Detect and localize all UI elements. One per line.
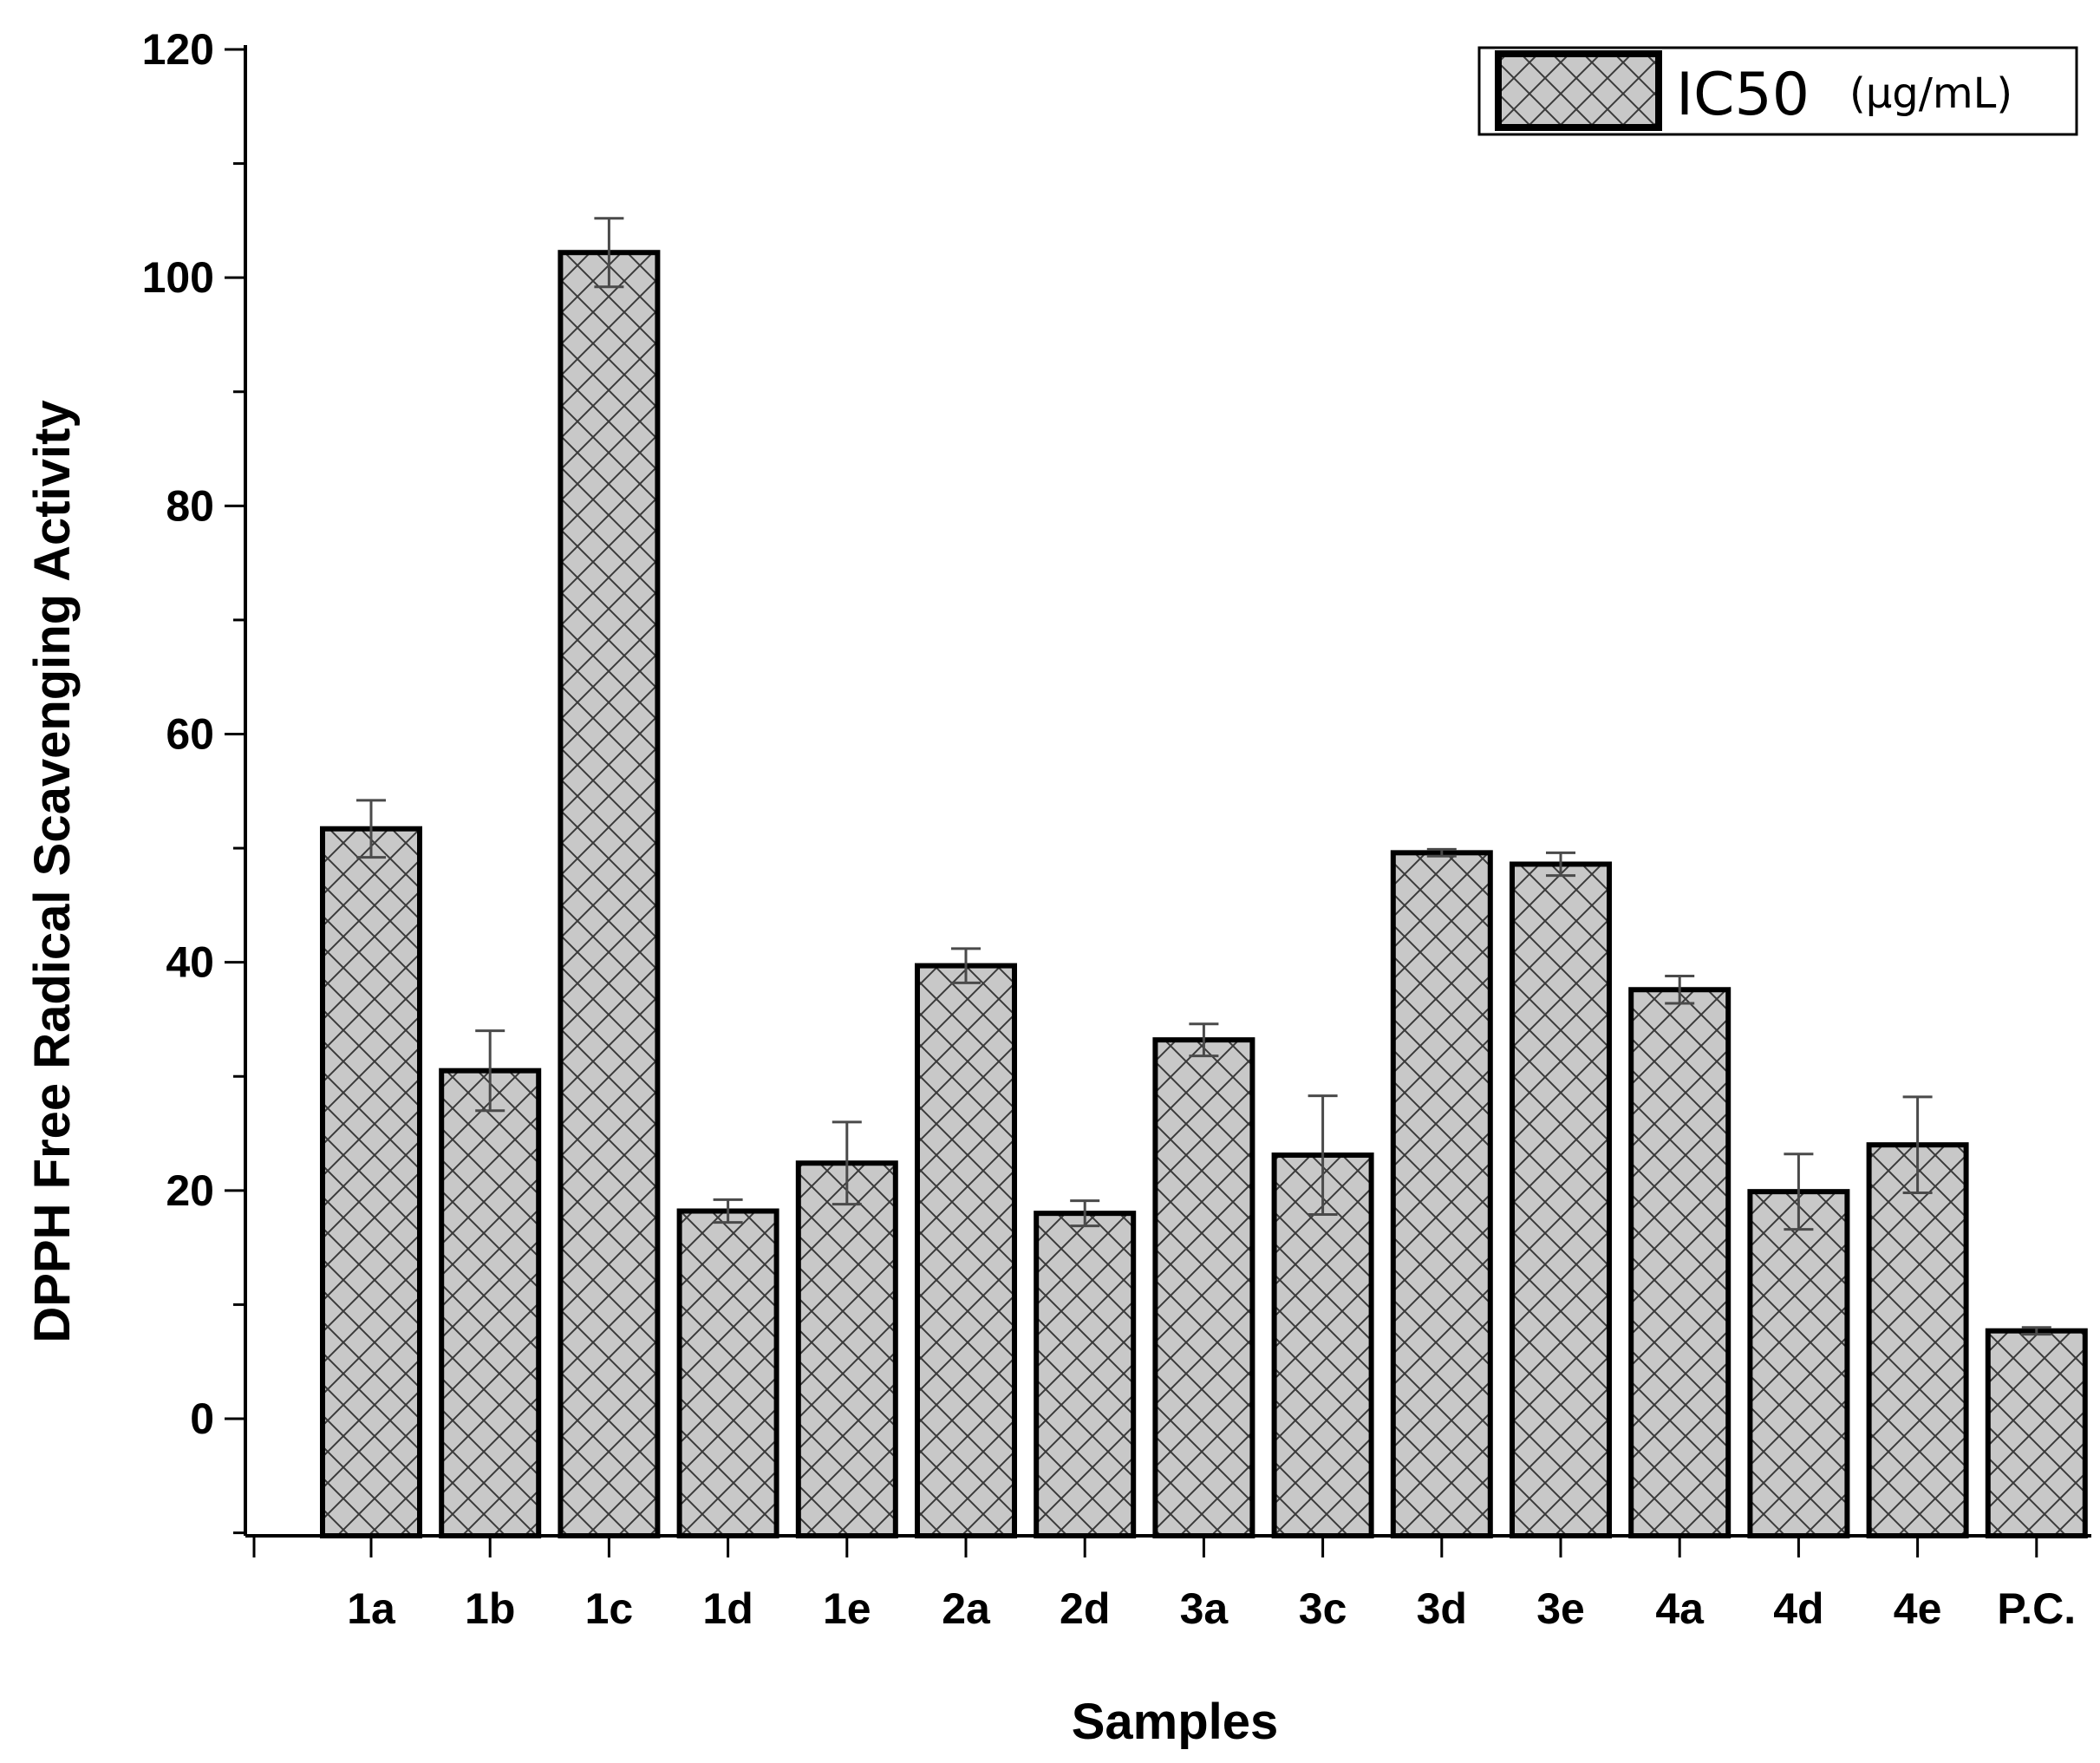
x-tick-label: 1a (347, 1584, 396, 1633)
x-tick-label: 3e (1536, 1584, 1585, 1633)
legend-unit: (μg/mL) (1849, 69, 2012, 118)
x-axis: 1a 1b 1c 1d 1e 2a 2d 3a 3c 3d 3e 4a 4d 4e P.C. (245, 1534, 2091, 1633)
legend-swatch (1495, 50, 1662, 131)
x-axis-title: Samples (1072, 1694, 1279, 1750)
y-axis-title: DPPH Free Radical Scavenging Activity (24, 400, 81, 1342)
bar (1747, 1189, 1850, 1538)
y-tick-label: 80 (166, 481, 214, 530)
bar (1390, 850, 1493, 1538)
x-tick-label: 4d (1773, 1584, 1823, 1633)
y-tick-label: 120 (142, 25, 214, 74)
x-tick-label: 2d (1060, 1584, 1110, 1633)
bar (1034, 1211, 1137, 1539)
x-tick-label: 1c (585, 1584, 634, 1633)
x-tick-label: 1d (702, 1584, 753, 1633)
bar (1271, 1152, 1374, 1538)
bar (1152, 1037, 1255, 1538)
y-tick-label: 20 (166, 1166, 214, 1215)
bar (1510, 861, 1612, 1538)
legend-label: IC50 (1676, 61, 1810, 129)
x-tick-label: 1e (823, 1584, 871, 1633)
bar (1628, 987, 1732, 1539)
bar (1866, 1142, 1969, 1538)
y-tick-label: 60 (166, 710, 214, 759)
bar (439, 1068, 542, 1538)
bar (558, 250, 661, 1538)
bar (676, 1208, 779, 1538)
x-tick-label: 2a (942, 1584, 991, 1633)
bars (320, 250, 2088, 1539)
bar (320, 826, 422, 1538)
x-tick-label: 4e (1894, 1584, 1942, 1633)
x-tick-label: P.C. (1997, 1584, 2076, 1633)
x-tick-label: 4a (1655, 1584, 1705, 1633)
bar (915, 963, 1017, 1538)
y-axis: 0 20 40 60 80 100 120 (142, 25, 247, 1536)
x-tick-label: 3d (1417, 1584, 1467, 1633)
x-tick-label: 3c (1299, 1584, 1347, 1633)
x-tick-label: 1b (465, 1584, 515, 1633)
y-tick-label: 100 (142, 253, 214, 302)
bar (1985, 1328, 2088, 1538)
x-tick-label: 3a (1180, 1584, 1229, 1633)
y-tick-label: 40 (166, 938, 214, 987)
bar (795, 1160, 898, 1538)
error-bars (356, 217, 2051, 1336)
legend: IC50 (μg/mL) (1477, 46, 2078, 136)
y-tick-label: 0 (190, 1394, 214, 1443)
